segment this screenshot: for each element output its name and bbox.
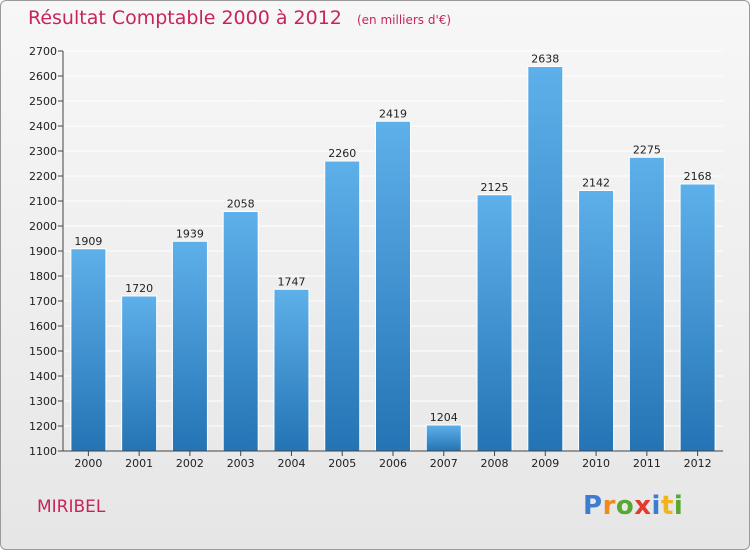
data-labels: 1909 1720 1939 2058 1747 2260 2419 1204 2125 2638… <box>74 53 711 425</box>
data-label-2012: 2168 <box>684 170 712 183</box>
bar-2009[interactable] <box>527 66 564 452</box>
logo-letter: x <box>634 491 652 521</box>
x-tick-label-2007: 2007 <box>430 457 458 470</box>
data-label-2001: 1720 <box>125 282 153 295</box>
x-tick-label-2010: 2010 <box>582 457 610 470</box>
bar-2007[interactable] <box>425 424 462 452</box>
y-tick-label: 2100 <box>29 195 57 208</box>
chart-title: Résultat Comptable 2000 à 2012 <box>28 7 342 29</box>
bar-2012[interactable] <box>679 183 716 452</box>
y-tick-label: 1300 <box>29 395 57 408</box>
x-tick-label-2004: 2004 <box>277 457 305 470</box>
x-tick-label-2001: 2001 <box>125 457 153 470</box>
y-tick-label: 2700 <box>29 45 57 58</box>
bar-2011[interactable] <box>628 156 665 452</box>
data-label-2004: 1747 <box>277 275 305 288</box>
data-label-2006: 2419 <box>379 107 407 120</box>
proxiti-logo[interactable]: Proxiti <box>583 491 683 521</box>
logo-letter: o <box>615 491 635 521</box>
chart-unit: (en milliers d'€) <box>356 13 452 27</box>
bar-2003[interactable] <box>222 211 259 452</box>
logo-letter: i <box>673 491 684 521</box>
y-tick-label: 1900 <box>29 245 57 258</box>
y-tick-label: 1400 <box>29 370 57 383</box>
x-tick-label-2009: 2009 <box>531 457 559 470</box>
y-tick-label: 1700 <box>29 295 57 308</box>
logo-letter: i <box>651 491 661 521</box>
y-tick-label: 1800 <box>29 270 57 283</box>
y-tick-label: 2300 <box>29 145 57 158</box>
data-label-2002: 1939 <box>176 227 204 240</box>
x-axis-tick-labels: 2000 2001 2002 2003 2004 2005 2006 2007 2008 2009… <box>74 451 712 470</box>
x-tick-label-2008: 2008 <box>481 457 509 470</box>
y-tick-label: 2600 <box>29 70 57 83</box>
data-label-2000: 1909 <box>74 235 102 248</box>
data-label-2008: 2125 <box>481 181 509 194</box>
logo-letter: P <box>583 491 603 521</box>
bar-2001[interactable] <box>121 295 158 452</box>
place-name: MIRIBEL <box>37 497 106 517</box>
data-label-2005: 2260 <box>328 147 356 160</box>
y-tick-label: 2500 <box>29 95 57 108</box>
bar-2006[interactable] <box>375 120 411 452</box>
y-tick-label: 1600 <box>29 320 57 333</box>
x-tick-label-2005: 2005 <box>328 457 356 470</box>
x-tick-label-2002: 2002 <box>176 457 204 470</box>
y-tick-label: 2200 <box>29 170 57 183</box>
x-tick-label-2011: 2011 <box>633 457 661 470</box>
data-label-2010: 2142 <box>582 177 610 190</box>
chart-header: Résultat Comptable 2000 à 2012 (en milli… <box>28 7 451 29</box>
bar-2002[interactable] <box>171 240 208 452</box>
axes <box>62 51 723 452</box>
logo-letter: r <box>602 491 616 521</box>
y-tick-label: 1200 <box>29 420 57 433</box>
bar-2000[interactable] <box>70 248 107 452</box>
data-label-2003: 2058 <box>227 198 255 211</box>
bar-2004[interactable] <box>273 288 310 452</box>
x-tick-label-2003: 2003 <box>227 457 255 470</box>
y-tick-label: 2400 <box>29 120 57 133</box>
bar-2010[interactable] <box>578 190 615 452</box>
bars <box>70 66 716 452</box>
y-tick-label: 1500 <box>29 345 57 358</box>
data-label-2007: 1204 <box>430 411 458 424</box>
data-label-2009: 2638 <box>531 53 559 66</box>
x-tick-label-2006: 2006 <box>379 457 407 470</box>
data-label-2011: 2275 <box>633 143 661 156</box>
y-tick-label: 1100 <box>29 445 57 458</box>
y-tick-label: 2000 <box>29 220 57 233</box>
x-tick-label-2012: 2012 <box>684 457 712 470</box>
y-axis-tick-labels: 1100 1200 1300 1400 1500 1600 1700 1800 1900 2000… <box>29 45 63 458</box>
bar-2005[interactable] <box>324 160 361 452</box>
logo-letter: t <box>660 491 674 521</box>
bar-2008[interactable] <box>476 194 513 452</box>
x-tick-label-2000: 2000 <box>74 457 102 470</box>
